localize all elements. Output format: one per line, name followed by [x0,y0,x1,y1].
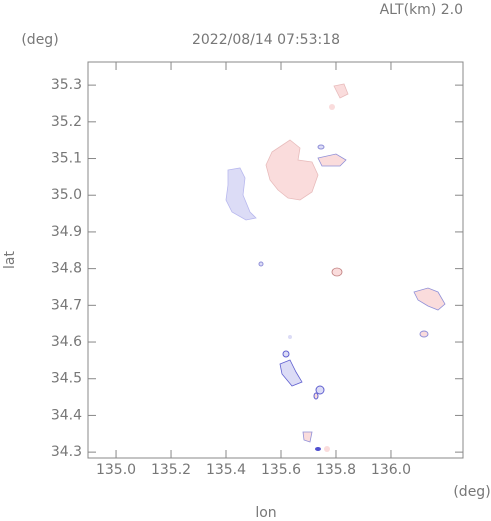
chart-title: 2022/08/14 07:53:18 [192,32,340,48]
y-tick-label: 34.8 [51,261,82,277]
y-tick-label: 35.3 [51,77,82,93]
echo [225,167,257,221]
echo [331,267,343,277]
echo-area [225,83,446,452]
x-axis-label: lon [255,505,276,521]
y-tick-label: 35.0 [51,187,82,203]
subtitle: ALT(km) 2.0 [380,2,463,18]
echo [419,330,429,338]
y-tick-label: 34.5 [51,371,82,387]
y-tick-label: 34.7 [51,297,82,313]
x-unit: (deg) [453,484,490,500]
echo [302,431,313,443]
x-tick-label: 135.2 [151,462,191,478]
plot-frame [87,61,464,459]
y-tick-label: 35.1 [51,151,82,167]
echo [333,83,349,99]
echo [324,446,330,452]
echo [317,144,325,150]
echo [279,359,303,387]
echo [282,350,290,358]
echo [315,385,325,395]
y-tick-label: 34.6 [51,334,82,350]
echo [288,335,292,339]
x-tick-label: 136.0 [371,462,411,478]
y-tick-label: 34.9 [51,224,82,240]
y-unit: (deg) [21,32,58,48]
echo [258,261,264,267]
y-tick-label: 34.3 [51,444,82,460]
echo [317,153,347,167]
echo [313,392,319,400]
y-tick-label: 35.2 [51,114,82,130]
x-tick-label: 135.0 [96,462,136,478]
x-tick-label: 135.4 [206,462,246,478]
x-tick-label: 135.6 [261,462,301,478]
echo [315,447,321,451]
echo [413,287,446,311]
echo [265,139,319,201]
echo [329,104,335,110]
y-tick-label: 34.4 [51,407,82,423]
y-axis-label: lat [2,251,18,269]
x-tick-label: 135.8 [316,462,356,478]
